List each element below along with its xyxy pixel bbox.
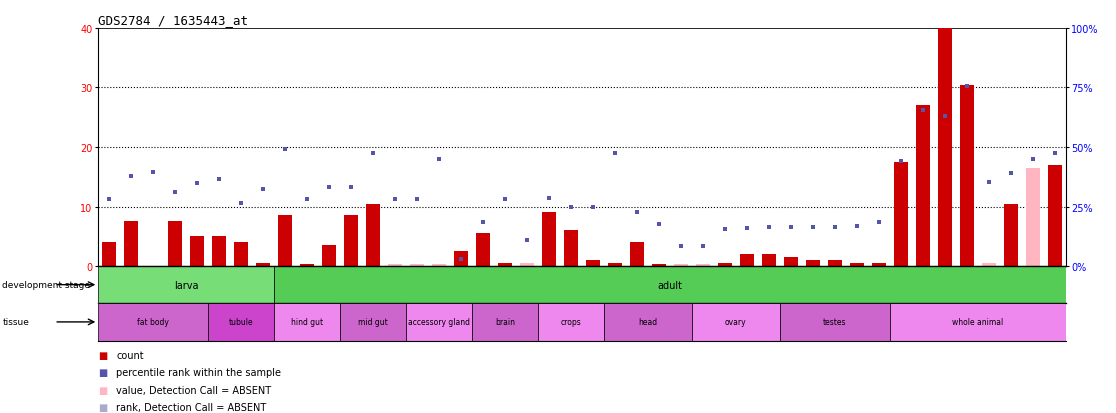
Bar [475, 234, 490, 266]
Text: tissue: tissue [2, 318, 29, 327]
Bar [98, 304, 209, 341]
Text: accessory gland: accessory gland [408, 318, 470, 327]
Bar [872, 263, 886, 266]
Text: ■: ■ [98, 402, 107, 412]
Bar [916, 106, 930, 266]
Text: larva: larva [174, 280, 199, 290]
Bar [520, 263, 535, 266]
Text: ovary: ovary [725, 318, 747, 327]
Bar [828, 261, 843, 266]
Bar [538, 304, 604, 341]
Bar [169, 222, 182, 266]
Bar [344, 216, 358, 266]
Text: crops: crops [560, 318, 581, 327]
Bar [432, 265, 446, 266]
Text: fat body: fat body [137, 318, 170, 327]
Text: ■: ■ [98, 368, 107, 377]
Text: head: head [638, 318, 657, 327]
Text: testes: testes [824, 318, 847, 327]
Bar [780, 304, 889, 341]
Bar [498, 263, 512, 266]
Bar [410, 265, 424, 266]
Bar [388, 265, 402, 266]
Bar [783, 257, 798, 266]
Text: mid gut: mid gut [358, 318, 388, 327]
Bar [275, 266, 1066, 304]
Text: GDS2784 / 1635443_at: GDS2784 / 1635443_at [98, 14, 248, 27]
Text: development stage: development stage [2, 280, 90, 290]
Bar [608, 263, 622, 266]
Text: ■: ■ [98, 385, 107, 395]
Bar [889, 304, 1066, 341]
Bar [190, 237, 204, 266]
Text: rank, Detection Call = ABSENT: rank, Detection Call = ABSENT [116, 402, 267, 412]
Bar [740, 254, 754, 266]
Bar [98, 266, 275, 304]
Bar [321, 246, 336, 266]
Bar [652, 265, 666, 266]
Bar [124, 222, 138, 266]
Text: tubule: tubule [229, 318, 253, 327]
Bar [695, 265, 710, 266]
Bar [806, 261, 820, 266]
Bar [102, 243, 116, 266]
Bar [692, 304, 780, 341]
Bar [937, 0, 952, 266]
Text: brain: brain [496, 318, 514, 327]
Bar [542, 213, 556, 266]
Bar [718, 263, 732, 266]
Bar [564, 231, 578, 266]
Bar [674, 265, 689, 266]
Bar [604, 304, 692, 341]
Bar [586, 261, 600, 266]
Bar [960, 85, 974, 266]
Bar [1048, 166, 1062, 266]
Text: hind gut: hind gut [291, 318, 324, 327]
Text: adult: adult [657, 280, 683, 290]
Bar [406, 304, 472, 341]
Bar [278, 216, 292, 266]
Bar [366, 204, 381, 266]
Bar [849, 263, 864, 266]
Text: percentile rank within the sample: percentile rank within the sample [116, 368, 281, 377]
Bar [454, 252, 469, 266]
Text: count: count [116, 350, 144, 360]
Bar [1026, 169, 1040, 266]
Bar [234, 243, 248, 266]
Bar [256, 263, 270, 266]
Bar [212, 237, 227, 266]
Text: ■: ■ [98, 350, 107, 360]
Bar [340, 304, 406, 341]
Bar [982, 263, 995, 266]
Bar [1003, 204, 1018, 266]
Text: value, Detection Call = ABSENT: value, Detection Call = ABSENT [116, 385, 271, 395]
Bar [629, 243, 644, 266]
Text: whole animal: whole animal [952, 318, 1003, 327]
Bar [209, 304, 275, 341]
Bar [894, 162, 908, 266]
Bar [300, 265, 315, 266]
Bar [472, 304, 538, 341]
Bar [762, 254, 776, 266]
Bar [275, 304, 340, 341]
